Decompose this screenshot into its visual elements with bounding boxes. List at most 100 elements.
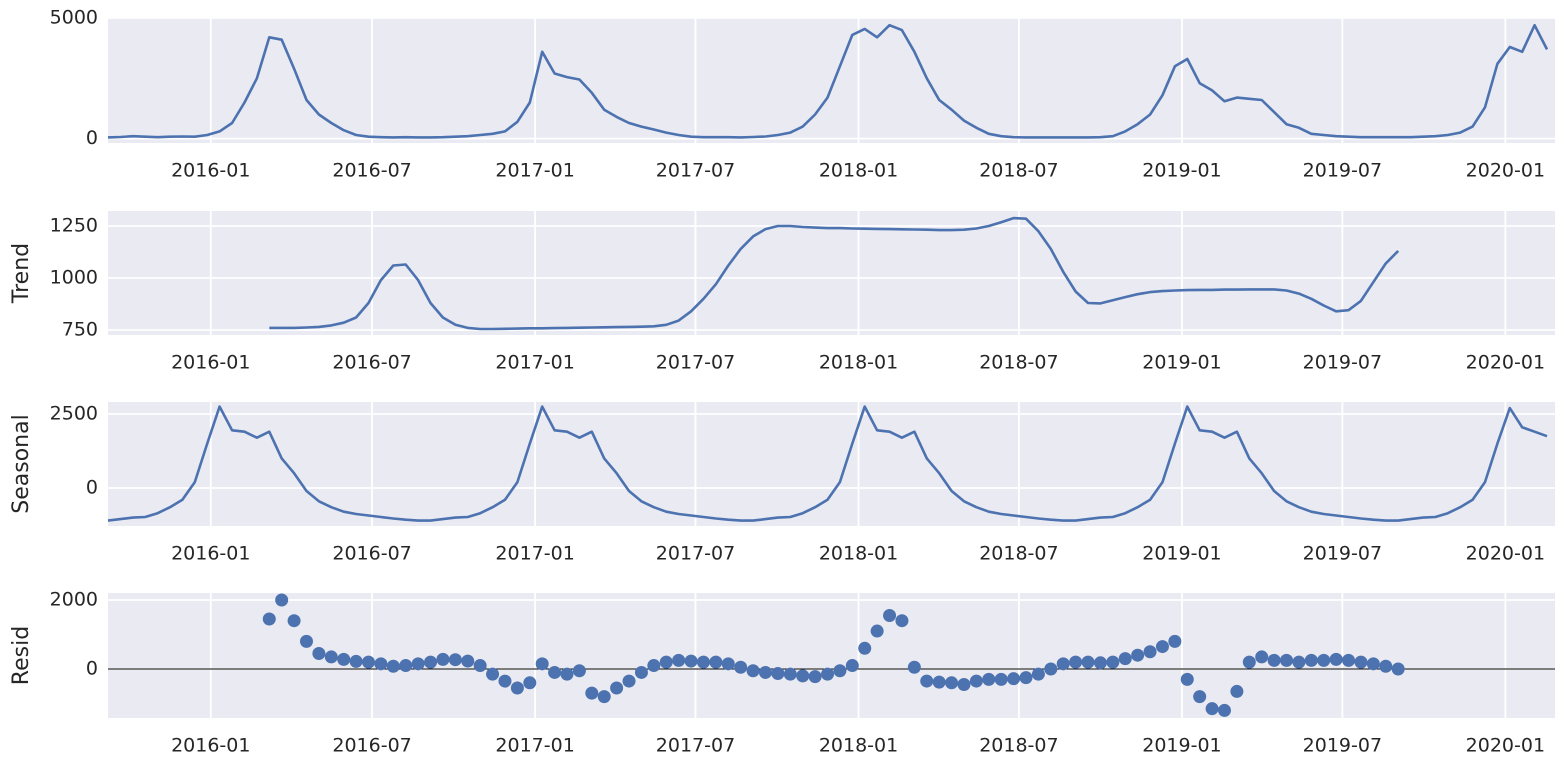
data-point xyxy=(572,664,586,678)
data-point xyxy=(1255,650,1269,664)
data-point xyxy=(709,655,723,669)
x-tick-label: 2018-01 xyxy=(819,543,898,565)
x-tick-label: 2019-07 xyxy=(1303,352,1382,374)
data-point xyxy=(845,659,859,673)
data-point xyxy=(461,654,475,668)
data-point xyxy=(424,655,438,669)
data-point xyxy=(1143,645,1157,659)
x-tick-label: 2019-01 xyxy=(1142,735,1221,757)
data-point xyxy=(758,665,772,679)
y-axis-label: Trend xyxy=(9,243,34,304)
x-tick-label: 2016-07 xyxy=(332,160,411,182)
data-point xyxy=(1193,690,1207,704)
data-point xyxy=(1267,653,1281,667)
data-point xyxy=(982,672,996,686)
y-tick-label: 750 xyxy=(62,319,98,341)
x-tick-label: 2019-01 xyxy=(1142,352,1221,374)
y-tick-label: 0 xyxy=(86,127,98,149)
x-tick-label: 2020-01 xyxy=(1466,352,1545,374)
x-tick-label: 2018-07 xyxy=(979,352,1058,374)
data-point xyxy=(1031,667,1045,681)
data-point xyxy=(1292,655,1306,669)
plot-background xyxy=(108,402,1555,526)
x-tick-label: 2016-01 xyxy=(171,160,250,182)
x-tick-label: 2017-01 xyxy=(495,352,574,374)
x-tick-label: 2020-01 xyxy=(1466,160,1545,182)
x-tick-label: 2018-07 xyxy=(979,735,1058,757)
data-point xyxy=(510,681,524,695)
data-point xyxy=(647,659,661,673)
x-tick-label: 2019-01 xyxy=(1142,543,1221,565)
data-point xyxy=(672,653,686,667)
data-point xyxy=(1131,648,1145,662)
y-tick-label: 0 xyxy=(86,658,98,680)
x-tick-label: 2017-07 xyxy=(656,543,735,565)
data-point xyxy=(684,654,698,668)
data-point xyxy=(1081,655,1095,669)
x-tick-label: 2017-07 xyxy=(656,735,735,757)
data-point xyxy=(1205,702,1219,716)
data-point xyxy=(1056,657,1070,671)
data-point xyxy=(411,657,425,671)
data-point xyxy=(349,654,363,668)
data-point xyxy=(523,676,537,690)
data-point xyxy=(262,612,276,626)
x-tick-label: 2016-07 xyxy=(332,352,411,374)
x-tick-label: 2018-01 xyxy=(819,352,898,374)
data-point xyxy=(312,646,326,660)
data-point xyxy=(1019,671,1033,685)
data-point xyxy=(1280,653,1294,667)
data-point xyxy=(696,655,710,669)
data-point xyxy=(969,674,983,688)
data-point xyxy=(895,614,909,628)
data-point xyxy=(275,593,289,607)
data-point xyxy=(299,634,313,648)
data-line xyxy=(107,23,1549,139)
data-point xyxy=(734,660,748,674)
data-point xyxy=(659,655,673,669)
data-line xyxy=(269,216,1400,331)
x-tick-label: 2017-07 xyxy=(656,160,735,182)
data-point xyxy=(1242,655,1256,669)
x-tick-label: 2017-01 xyxy=(495,543,574,565)
x-tick-label: 2019-07 xyxy=(1303,543,1382,565)
data-point xyxy=(622,674,636,688)
data-point xyxy=(610,681,624,695)
data-point xyxy=(1155,640,1169,654)
data-point xyxy=(1379,659,1393,673)
data-point xyxy=(448,653,462,667)
x-tick-label: 2019-01 xyxy=(1142,160,1221,182)
data-point xyxy=(1180,672,1194,686)
data-point xyxy=(1304,653,1318,667)
data-point xyxy=(1342,653,1356,667)
data-point xyxy=(374,657,388,671)
data-point xyxy=(1354,655,1368,669)
x-tick-label: 2016-01 xyxy=(171,543,250,565)
data-point xyxy=(783,667,797,681)
data-point xyxy=(932,675,946,689)
x-tick-label: 2017-07 xyxy=(656,352,735,374)
y-axis-label: Resid xyxy=(9,626,34,685)
data-point xyxy=(870,624,884,638)
data-point xyxy=(957,678,971,692)
data-point xyxy=(597,690,611,704)
y-tick-label: 2500 xyxy=(50,402,98,424)
data-point xyxy=(548,665,562,679)
data-point xyxy=(1391,662,1405,676)
data-point xyxy=(386,659,400,673)
data-point xyxy=(399,659,413,673)
x-tick-label: 2017-01 xyxy=(495,160,574,182)
x-tick-label: 2019-07 xyxy=(1303,735,1382,757)
x-tick-label: 2018-01 xyxy=(819,160,898,182)
data-point xyxy=(833,664,847,678)
x-tick-label: 2018-07 xyxy=(979,543,1058,565)
data-point xyxy=(858,641,872,655)
data-point xyxy=(808,670,822,684)
data-point xyxy=(1106,655,1120,669)
x-tick-label: 2016-07 xyxy=(332,735,411,757)
data-point xyxy=(1230,684,1244,698)
data-point xyxy=(796,669,810,683)
data-point xyxy=(883,609,897,623)
data-point xyxy=(535,657,549,671)
